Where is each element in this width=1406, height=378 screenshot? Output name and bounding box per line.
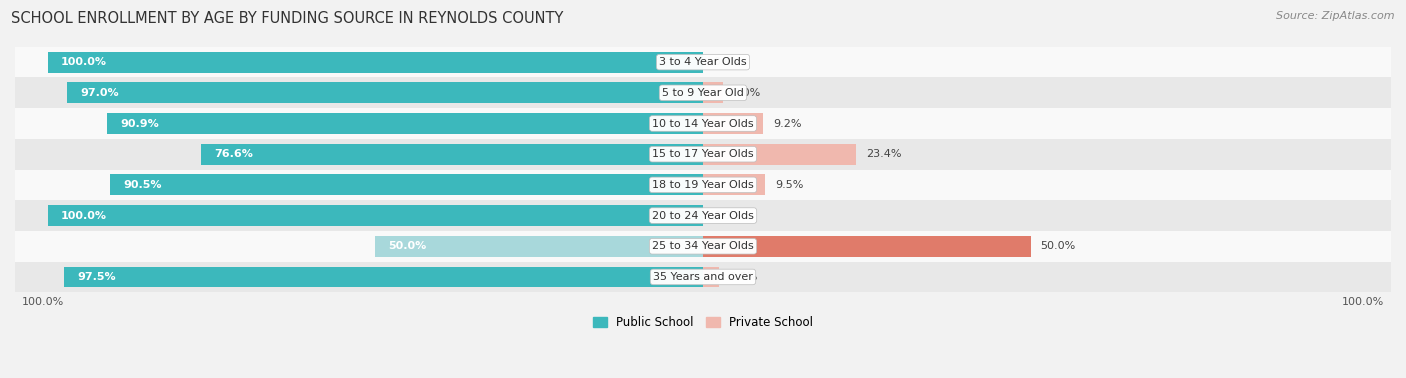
Text: 76.6%: 76.6%: [214, 149, 253, 159]
Text: 100.0%: 100.0%: [1343, 297, 1385, 307]
Text: 5 to 9 Year Old: 5 to 9 Year Old: [662, 88, 744, 98]
Text: 20 to 24 Year Olds: 20 to 24 Year Olds: [652, 211, 754, 221]
Bar: [703, 266, 720, 287]
Text: 90.5%: 90.5%: [124, 180, 162, 190]
Text: 23.4%: 23.4%: [866, 149, 901, 159]
Text: 100.0%: 100.0%: [21, 297, 63, 307]
Bar: [375, 236, 703, 257]
Bar: [703, 82, 723, 103]
Bar: [15, 139, 1391, 170]
Bar: [15, 108, 1391, 139]
Bar: [67, 82, 703, 103]
Bar: [15, 77, 1391, 108]
Text: 0.0%: 0.0%: [713, 57, 741, 67]
Text: 97.0%: 97.0%: [80, 88, 120, 98]
Text: 90.9%: 90.9%: [121, 118, 159, 129]
Text: 0.0%: 0.0%: [713, 211, 741, 221]
Text: Source: ZipAtlas.com: Source: ZipAtlas.com: [1277, 11, 1395, 21]
Text: 9.2%: 9.2%: [773, 118, 801, 129]
Bar: [15, 47, 1391, 77]
Bar: [15, 170, 1391, 200]
Text: 50.0%: 50.0%: [1040, 241, 1076, 251]
Text: 3 to 4 Year Olds: 3 to 4 Year Olds: [659, 57, 747, 67]
Text: 35 Years and over: 35 Years and over: [652, 272, 754, 282]
Bar: [15, 200, 1391, 231]
Text: 18 to 19 Year Olds: 18 to 19 Year Olds: [652, 180, 754, 190]
Text: 100.0%: 100.0%: [60, 57, 107, 67]
Text: 10 to 14 Year Olds: 10 to 14 Year Olds: [652, 118, 754, 129]
Legend: Public School, Private School: Public School, Private School: [589, 313, 817, 333]
Bar: [48, 205, 703, 226]
Bar: [15, 262, 1391, 292]
Bar: [107, 113, 703, 134]
Bar: [703, 144, 856, 165]
Bar: [65, 266, 703, 287]
Bar: [48, 52, 703, 73]
Text: 25 to 34 Year Olds: 25 to 34 Year Olds: [652, 241, 754, 251]
Bar: [110, 174, 703, 195]
Text: 100.0%: 100.0%: [60, 211, 107, 221]
Text: 2.5%: 2.5%: [730, 272, 758, 282]
Text: SCHOOL ENROLLMENT BY AGE BY FUNDING SOURCE IN REYNOLDS COUNTY: SCHOOL ENROLLMENT BY AGE BY FUNDING SOUR…: [11, 11, 564, 26]
Bar: [703, 174, 765, 195]
Bar: [703, 113, 763, 134]
Text: 3.0%: 3.0%: [733, 88, 761, 98]
Bar: [703, 236, 1031, 257]
Bar: [15, 231, 1391, 262]
Bar: [201, 144, 703, 165]
Text: 50.0%: 50.0%: [388, 241, 427, 251]
Text: 97.5%: 97.5%: [77, 272, 115, 282]
Text: 15 to 17 Year Olds: 15 to 17 Year Olds: [652, 149, 754, 159]
Text: 9.5%: 9.5%: [775, 180, 803, 190]
